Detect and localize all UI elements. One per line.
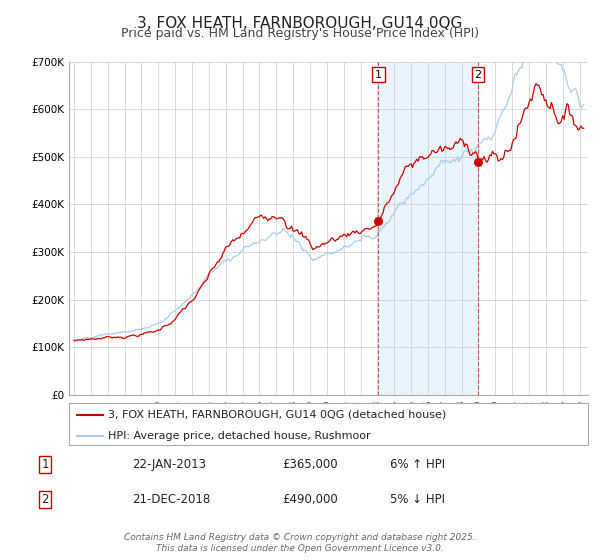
Text: £365,000: £365,000 <box>282 458 338 471</box>
Text: Contains HM Land Registry data © Crown copyright and database right 2025.
This d: Contains HM Land Registry data © Crown c… <box>124 533 476 553</box>
Text: 6% ↑ HPI: 6% ↑ HPI <box>390 458 445 471</box>
Text: HPI: Average price, detached house, Rushmoor: HPI: Average price, detached house, Rush… <box>108 431 371 441</box>
FancyBboxPatch shape <box>69 403 588 445</box>
Text: 22-JAN-2013: 22-JAN-2013 <box>132 458 206 471</box>
Text: 3, FOX HEATH, FARNBOROUGH, GU14 0QG: 3, FOX HEATH, FARNBOROUGH, GU14 0QG <box>137 16 463 31</box>
Text: 5% ↓ HPI: 5% ↓ HPI <box>390 493 445 506</box>
Text: 2: 2 <box>41 493 49 506</box>
Text: £490,000: £490,000 <box>282 493 338 506</box>
Text: 21-DEC-2018: 21-DEC-2018 <box>132 493 210 506</box>
Text: 1: 1 <box>41 458 49 471</box>
Text: 3, FOX HEATH, FARNBOROUGH, GU14 0QG (detached house): 3, FOX HEATH, FARNBOROUGH, GU14 0QG (det… <box>108 409 446 419</box>
Bar <box>379 62 478 395</box>
Text: 1: 1 <box>375 69 382 80</box>
Text: Price paid vs. HM Land Registry's House Price Index (HPI): Price paid vs. HM Land Registry's House … <box>121 27 479 40</box>
Text: 2: 2 <box>475 69 482 80</box>
